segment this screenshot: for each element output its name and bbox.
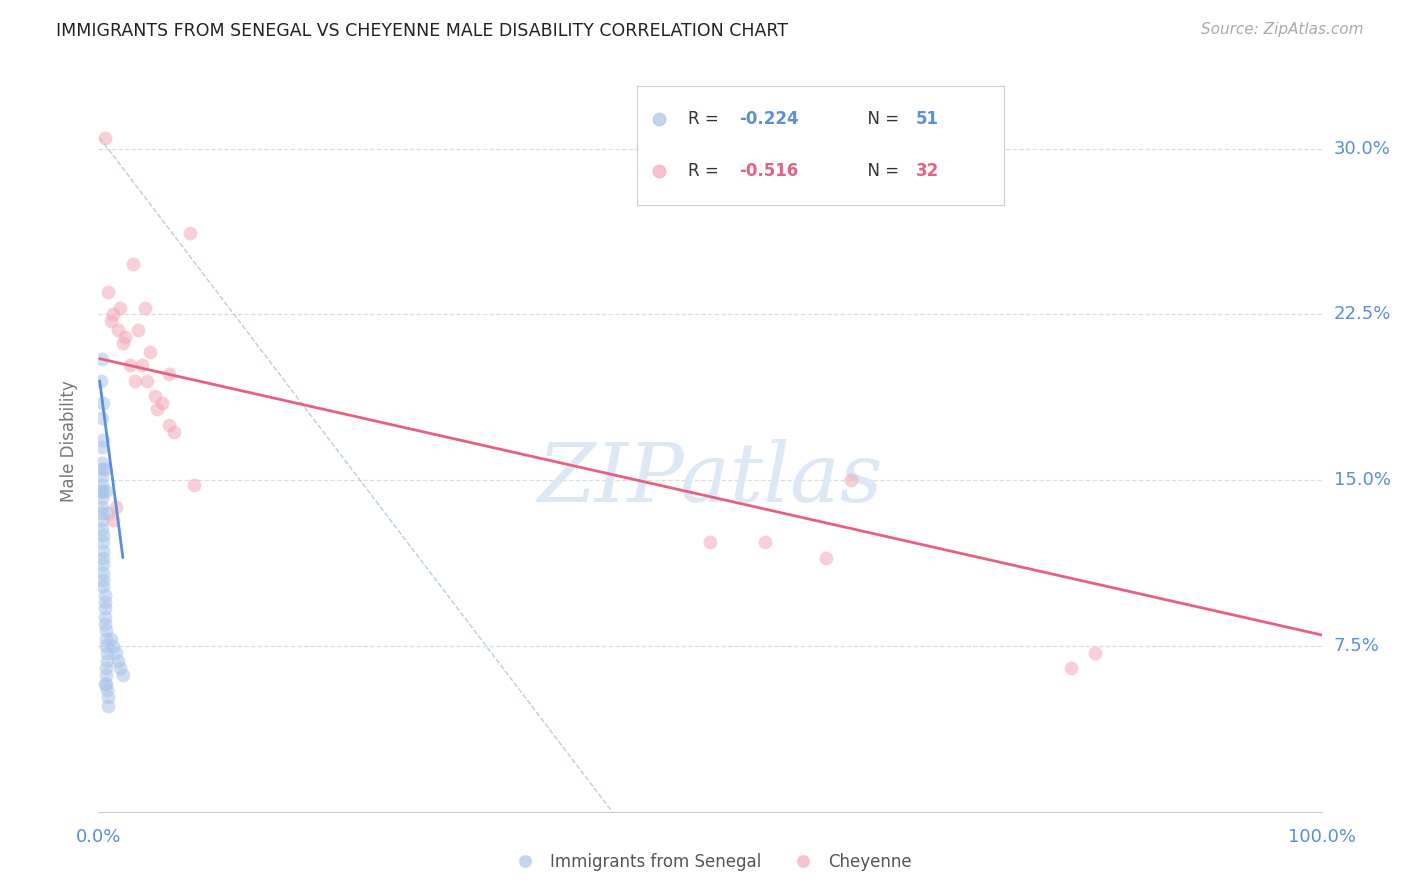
Point [110,301,132,315]
Point [107,655,129,669]
Point [93,462,115,476]
Text: 30.0%: 30.0% [1334,140,1391,158]
Point [94,632,117,647]
Point [107,323,129,337]
Point [93,601,115,615]
Point [97,285,120,300]
Point [91,550,114,565]
Point [93,130,115,145]
Point [91,477,114,491]
Point [91,573,114,587]
Point [91,484,114,499]
Point [127,323,149,337]
Point [91,484,114,499]
Point [104,646,127,660]
Point [93,595,115,609]
Text: IMMIGRANTS FROM SENEGAL VS CHEYENNE MALE DISABILITY CORRELATION CHART: IMMIGRANTS FROM SENEGAL VS CHEYENNE MALE… [56,22,789,40]
Point [114,329,136,343]
Point [163,425,186,439]
Point [101,308,124,322]
Point [150,396,173,410]
Point [101,639,124,653]
Point [121,257,143,271]
Point [754,535,776,549]
Point [91,500,114,514]
Point [699,535,721,549]
Point [91,507,114,521]
Point [839,473,862,487]
Point [143,389,166,403]
Point [91,462,114,476]
Point [97,690,120,704]
Point [136,374,159,388]
Legend: Immigrants from Senegal, Cheyenne: Immigrants from Senegal, Cheyenne [502,847,918,878]
Text: 15.0%: 15.0% [1334,471,1391,489]
Point [91,351,114,366]
Point [91,440,114,454]
Point [93,616,115,631]
Point [100,314,122,328]
Point [101,513,124,527]
Point [157,367,180,381]
Point [91,579,114,593]
Point [97,507,120,521]
Point [815,550,838,565]
Point [131,359,153,373]
Point [91,522,114,536]
Point [91,558,114,572]
Point [110,661,132,675]
Point [91,491,114,505]
Point [91,468,114,483]
Point [91,456,114,470]
Point [91,544,114,558]
Point [94,667,117,681]
Point [94,639,117,653]
Point [139,345,162,359]
Point [94,661,117,675]
Point [91,535,114,549]
Point [90,374,112,388]
Point [111,336,134,351]
Point [179,226,201,240]
Point [93,588,115,602]
Point [91,396,114,410]
Point [146,402,169,417]
Point [96,655,118,669]
Y-axis label: Male Disability: Male Disability [59,381,77,502]
Point [100,632,122,647]
Point [97,698,120,713]
Point [96,646,118,660]
Point [94,676,117,690]
Text: ZIPatlas: ZIPatlas [537,439,883,518]
Point [134,301,156,315]
Point [96,683,118,698]
Point [91,434,114,448]
Point [93,610,115,624]
Point [94,624,117,638]
Point [120,359,142,373]
Point [183,477,205,491]
Point [91,513,114,527]
Point [91,411,114,425]
Point [111,667,134,681]
Point [157,417,180,432]
Point [93,676,115,690]
Point [94,484,117,499]
Text: 7.5%: 7.5% [1334,637,1379,655]
Text: 22.5%: 22.5% [1334,305,1392,324]
Text: Source: ZipAtlas.com: Source: ZipAtlas.com [1201,22,1364,37]
Point [104,500,127,514]
Point [1084,646,1107,660]
Point [1060,661,1083,675]
Point [91,566,114,580]
Point [91,528,114,542]
Point [124,374,146,388]
